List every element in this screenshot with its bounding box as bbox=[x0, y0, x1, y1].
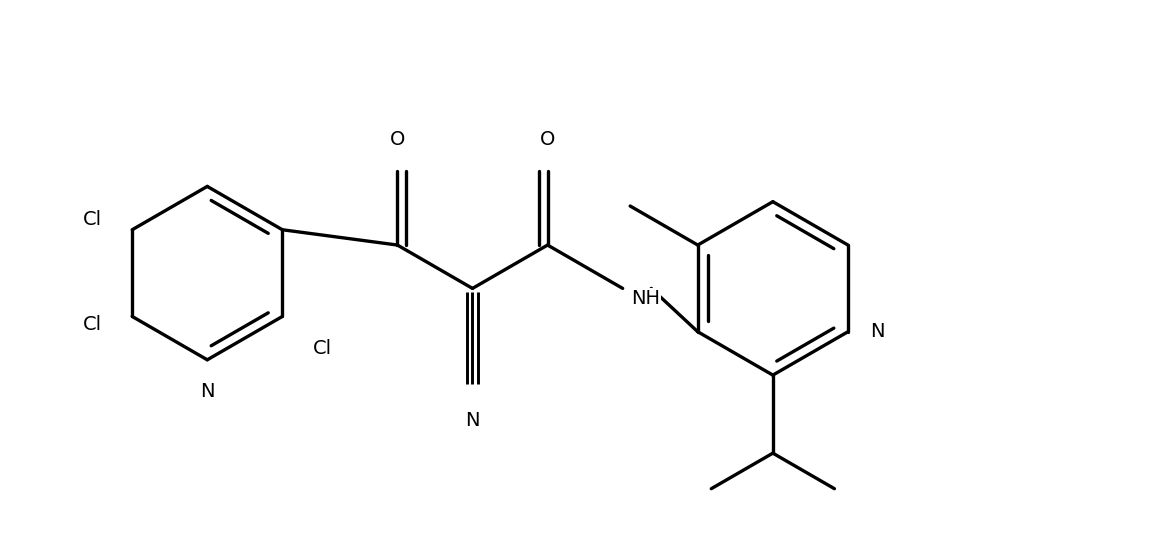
Text: Cl: Cl bbox=[313, 339, 332, 358]
Text: O: O bbox=[390, 130, 406, 149]
Text: NH: NH bbox=[631, 289, 660, 308]
Text: N: N bbox=[465, 411, 480, 429]
Text: Cl: Cl bbox=[83, 315, 101, 334]
Text: N: N bbox=[200, 382, 215, 401]
Text: O: O bbox=[540, 130, 555, 149]
Text: N: N bbox=[871, 322, 885, 341]
Text: Cl: Cl bbox=[83, 210, 101, 229]
